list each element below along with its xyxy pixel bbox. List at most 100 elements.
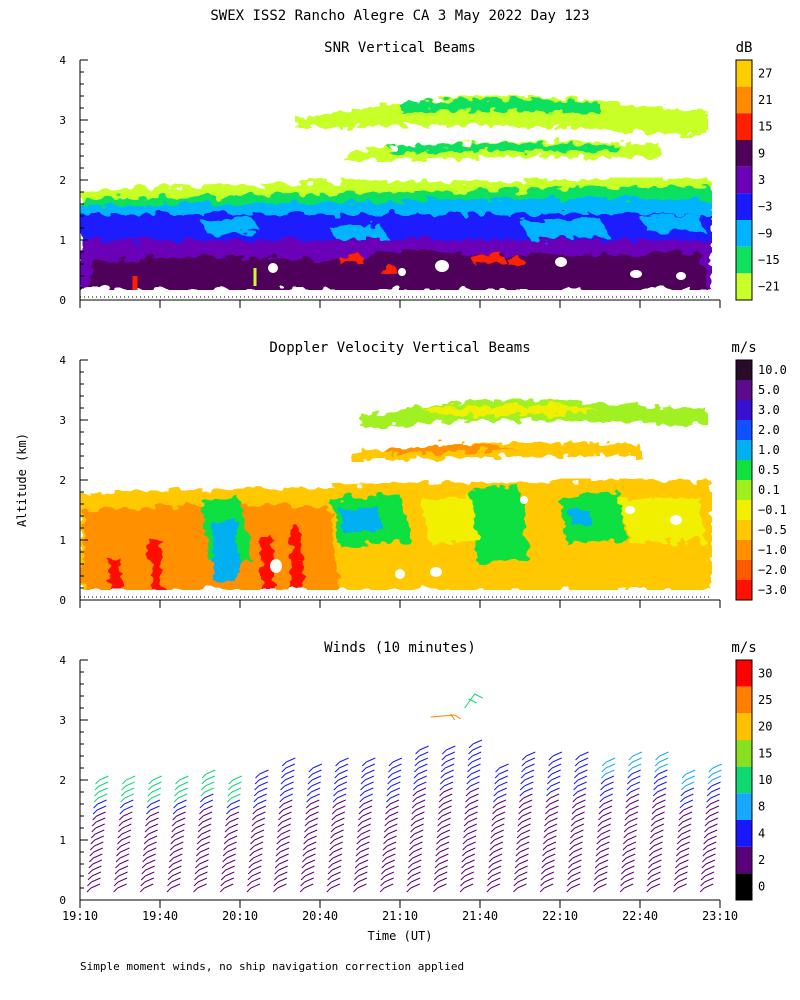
wind-barb-feather (359, 853, 369, 859)
wind-barb-feather (599, 847, 610, 853)
wind-barb-feather (388, 817, 398, 823)
wind-barb-feather (519, 847, 530, 853)
wind-barb-feather (444, 775, 454, 781)
wind-barb-feather (517, 883, 527, 889)
wind-barb (414, 761, 420, 767)
wind-barb-feather (336, 799, 346, 805)
velocity-panel-title: Doppler Velocity Vertical Beams (269, 340, 530, 356)
wind-barb-feather (704, 871, 715, 877)
wind-profile (646, 751, 669, 893)
wind-barb-feather (413, 835, 424, 841)
wind-barb (572, 803, 577, 809)
wind-barb-feather (232, 775, 243, 781)
snr-y-tick-label: 0 (59, 294, 66, 307)
wind-barb (464, 803, 470, 809)
wind-barb-feather (684, 793, 694, 799)
wind-barb (143, 845, 148, 851)
wind-barb (117, 833, 123, 839)
wind-barb (355, 851, 361, 857)
vel-colorbar-label: −3.0 (758, 583, 787, 597)
wind-barb (276, 845, 281, 851)
wind-barb-feather (624, 877, 634, 883)
wind-barb (653, 779, 659, 785)
vel-colorbar-swatch (736, 460, 752, 480)
wind-barb (194, 869, 200, 875)
wind-barb-feather (97, 793, 108, 799)
vel-colorbar-swatch (736, 520, 752, 540)
wind-barb (142, 857, 148, 863)
wind-barb-feather (118, 865, 129, 871)
wind-barb (409, 833, 415, 839)
wind-barb (281, 761, 287, 767)
wind-barb-feather (257, 787, 268, 793)
wind-barb-feather (285, 763, 296, 769)
wind-barb-feather (335, 817, 345, 823)
wind-barb (95, 779, 100, 785)
wind-barb (115, 863, 120, 869)
wind-barb-feather (308, 823, 318, 829)
wind-barb (513, 887, 518, 893)
wind-barb (593, 887, 598, 893)
wind-barb-feather (419, 751, 429, 757)
wind-barb-feather (680, 847, 690, 853)
wind-barb-feather (604, 781, 614, 787)
wind-barb-feather (337, 787, 347, 793)
wind-barbs (86, 693, 723, 893)
wind-barb-feather (332, 859, 342, 865)
wind-barb (701, 869, 706, 875)
snr-colorbar-swatch (736, 166, 752, 194)
wind-barb-feather (178, 787, 188, 793)
wind-barb (201, 779, 207, 785)
snr-colorbar-label: −21 (758, 280, 780, 294)
wind-barb-feather (387, 829, 398, 835)
wind-barb-feather (256, 805, 267, 811)
wind-barb-feather (357, 877, 368, 883)
vel-colorbar-swatch (736, 420, 752, 440)
wind-barb (121, 779, 127, 785)
wind-barb-feather (412, 859, 422, 865)
wind-barb-feather (417, 781, 427, 787)
wind-barb (169, 851, 175, 857)
wind-barb (335, 761, 340, 767)
wind-barb-feather (412, 853, 422, 859)
wind-barb (303, 839, 309, 845)
wind-barb-feather (179, 775, 189, 781)
win-colorbar-swatch (736, 740, 752, 767)
wind-barb (356, 845, 361, 851)
wind-barb-feather (226, 853, 236, 859)
velocity-y-axis: 0 1 2 3 4 (59, 354, 88, 607)
wind-barb (674, 869, 680, 875)
wind-barb (118, 827, 123, 833)
wind-barb-feather (628, 811, 639, 817)
wind-barb (308, 773, 313, 779)
wind-barb (598, 803, 604, 809)
wind-barb-feather (623, 883, 634, 889)
wind-barb-feather (283, 799, 293, 805)
wind-barb (198, 821, 203, 827)
wind-barb-feather (205, 775, 215, 781)
wind-barb-feather (307, 829, 318, 835)
wind-barb (220, 881, 226, 887)
wind-profile (699, 763, 723, 893)
wind-barb-feather (658, 763, 669, 769)
wind-barb-feather (652, 859, 662, 865)
wind-barb-feather (442, 799, 453, 805)
wind-barb (356, 839, 362, 845)
wind-barb (468, 749, 473, 755)
wind-barb-feather (147, 835, 158, 841)
wind-barb (703, 839, 709, 845)
wind-barb-feather (579, 751, 589, 757)
wind-barb (441, 755, 447, 761)
wind-barb (649, 839, 655, 845)
wind-barb-feather (680, 841, 690, 847)
wind-barb-feather (204, 787, 215, 793)
snr-y-tick-label: 4 (59, 54, 66, 67)
wind-barb (328, 863, 333, 869)
wind-barb (332, 797, 338, 803)
wind-barb-feather (282, 811, 292, 817)
win-y-tick-label: 4 (59, 654, 66, 667)
wind-barb-feather (338, 763, 349, 769)
wind-barb-feather (95, 829, 105, 835)
win-colorbar-swatch (736, 713, 752, 740)
time-tick-label: 21:10 (382, 909, 418, 923)
